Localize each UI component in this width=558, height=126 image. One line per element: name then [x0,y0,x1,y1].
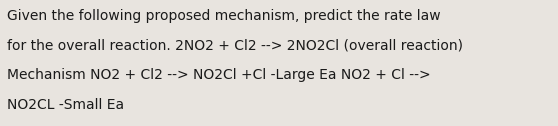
Text: for the overall reaction. 2NO2 + Cl2 --> 2NO2Cl (overall reaction): for the overall reaction. 2NO2 + Cl2 -->… [7,38,463,52]
Text: Mechanism NO2 + Cl2 --> NO2Cl +Cl -Large Ea NO2 + Cl -->: Mechanism NO2 + Cl2 --> NO2Cl +Cl -Large… [7,68,430,82]
Text: NO2CL -Small Ea: NO2CL -Small Ea [7,98,124,112]
Text: Given the following proposed mechanism, predict the rate law: Given the following proposed mechanism, … [7,9,440,23]
